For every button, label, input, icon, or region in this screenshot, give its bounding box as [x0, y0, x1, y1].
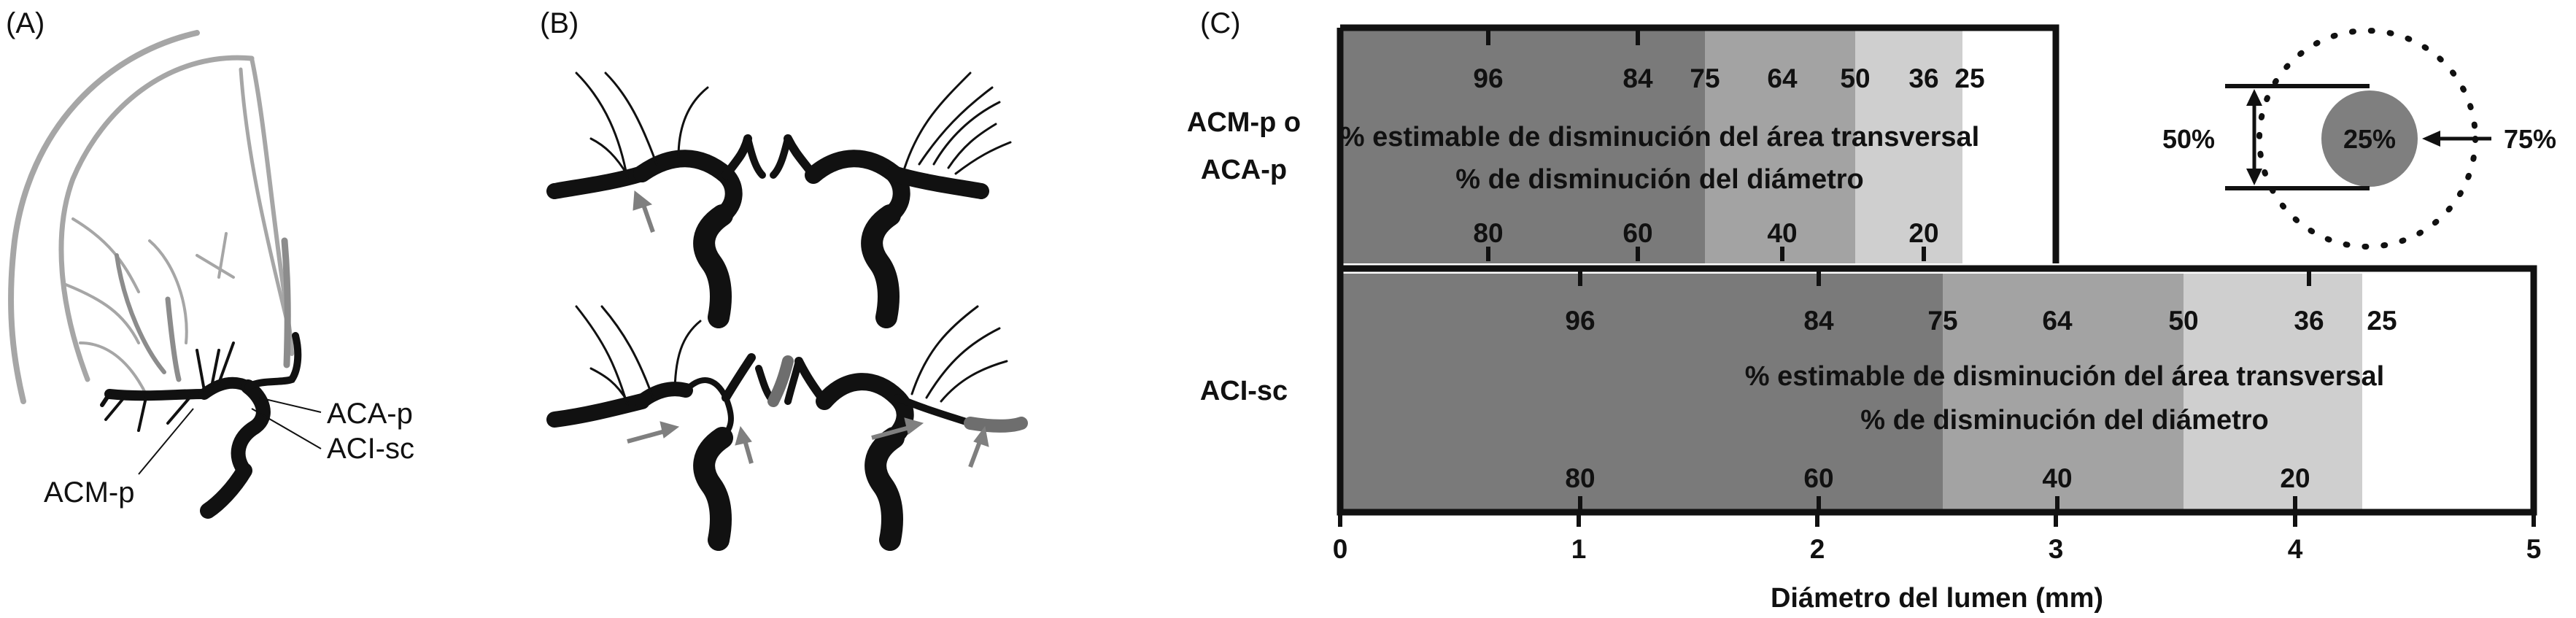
arrows-stenotic: [627, 417, 989, 468]
row-bottom-label: ACI-sc: [1200, 376, 1288, 406]
top-area-tick: 25: [1954, 63, 1984, 93]
circle-of-willis-normal: [546, 72, 1012, 328]
arrow-normal: [633, 190, 655, 233]
bottom-area-tick: 36: [2294, 306, 2324, 336]
x-axis-tick-marks: [1338, 512, 2536, 527]
row-top-label-line2: ACA-p: [1201, 155, 1287, 185]
top-area-tick-labels: 96 84 75 64 50 36 25: [1473, 63, 1984, 93]
vessel-label-acm-p: ACM-p: [44, 476, 134, 509]
top-area-tick: 84: [1622, 63, 1653, 93]
inset-center-label: 25%: [2343, 124, 2396, 154]
top-area-tick: 50: [1840, 63, 1870, 93]
x-tick-label: 4: [2288, 534, 2303, 564]
bottom-diam-tick: 60: [1803, 463, 1833, 493]
top-diam-tick: 40: [1767, 218, 1797, 248]
inset-right-label: 75%: [2504, 124, 2556, 154]
bottom-area-tick: 96: [1565, 306, 1595, 336]
vessel-label-aci-sc: ACI-sc: [327, 433, 414, 465]
bottom-area-tick: 75: [1927, 306, 1957, 336]
panel-c-label: (C): [1200, 7, 1241, 39]
inset-lumen-diagram: 50% 25% 75%: [2162, 28, 2556, 250]
bottom-diam-tick: 80: [1565, 463, 1595, 493]
bottom-diameter-caption: % de disminución del diámetro: [1860, 405, 2269, 436]
x-tick-label: 5: [2526, 534, 2542, 564]
stenosis-gray-segments: [767, 355, 1028, 433]
top-row-tick-marks: [1486, 31, 1926, 261]
x-axis-tick-labels: 0 1 2 3 4 5: [1333, 534, 2542, 564]
bottom-row-shading: [1340, 274, 2362, 509]
top-diam-tick: 60: [1622, 218, 1652, 248]
panel-a-label: (A): [6, 7, 45, 39]
top-diam-tick-labels: 80 60 40 20: [1473, 218, 1938, 248]
row-top-label-line1: ACM-p o: [1187, 107, 1301, 138]
x-tick-label: 3: [2049, 534, 2064, 564]
circle-of-willis-stenotic: [546, 305, 1008, 551]
panel-c: (C): [1187, 7, 2556, 614]
panel-b-label: (B): [540, 7, 579, 39]
panel-a: (A): [6, 7, 414, 519]
bottom-area-tick: 84: [1803, 306, 1834, 336]
brain-outline: [8, 30, 294, 404]
top-area-tick: 64: [1767, 63, 1798, 93]
x-axis-label: Diámetro del lumen (mm): [1771, 583, 2103, 614]
bottom-area-tick: 50: [2168, 306, 2198, 336]
bottom-diam-tick: 40: [2042, 463, 2072, 493]
x-tick-label: 2: [1810, 534, 1825, 564]
top-area-tick: 75: [1690, 63, 1720, 93]
bottom-area-tick: 64: [2042, 306, 2073, 336]
bottom-row-tick-marks: [1578, 271, 2311, 511]
bottom-diam-tick-labels: 80 60 40 20: [1565, 463, 2310, 493]
inset-left-label: 50%: [2162, 124, 2215, 154]
bottom-area-caption: % estimable de disminución del área tran…: [1745, 361, 2384, 392]
top-row-shading: [1340, 28, 1962, 263]
vessel-label-aca-p: ACA-p: [327, 398, 413, 430]
bottom-diam-tick: 20: [2280, 463, 2310, 493]
top-area-tick: 96: [1473, 63, 1503, 93]
top-diam-tick: 80: [1473, 218, 1503, 248]
vessel-label-lines: [138, 397, 322, 475]
x-tick-label: 1: [1571, 534, 1587, 564]
bottom-area-tick-labels: 96 84 75 64 50 36 25: [1565, 306, 2397, 336]
top-area-caption: % estimable de disminución del área tran…: [1340, 122, 1979, 152]
vessel-tree: [100, 332, 302, 519]
bottom-area-tick: 25: [2367, 306, 2397, 336]
top-area-tick: 36: [1908, 63, 1938, 93]
top-diam-tick: 20: [1908, 218, 1938, 248]
panel-b: (B): [540, 7, 1028, 551]
top-diameter-caption: % de disminución del diámetro: [1455, 164, 1864, 195]
x-tick-label: 0: [1333, 534, 1348, 564]
